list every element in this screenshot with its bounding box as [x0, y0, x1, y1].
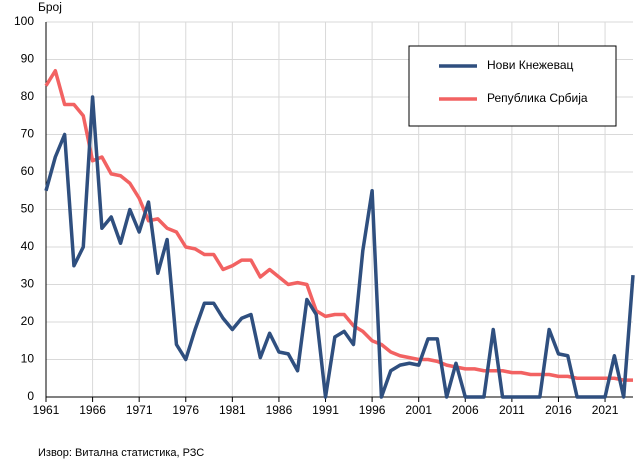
x-tick-label: 1991 — [312, 403, 339, 417]
y-tick-label: 60 — [21, 164, 35, 178]
y-tick-label: 40 — [21, 239, 35, 253]
x-tick-label: 1996 — [359, 403, 386, 417]
y-tick-label: 90 — [21, 52, 35, 66]
source-note: Извор: Витална статистика, РЗС — [38, 447, 204, 459]
x-tick-label: 1971 — [126, 403, 153, 417]
y-tick-label: 100 — [14, 14, 34, 28]
x-tick-label: 1981 — [219, 403, 246, 417]
x-tick-label: 1986 — [266, 403, 293, 417]
x-tick-label: 2016 — [545, 403, 572, 417]
y-tick-label: 0 — [27, 389, 34, 403]
y-tick-label: 20 — [21, 314, 35, 328]
x-tick-label: 2001 — [405, 403, 432, 417]
y-tick-label: 80 — [21, 89, 35, 103]
y-tick-label: 30 — [21, 277, 35, 291]
y-axis-label: Број — [38, 0, 62, 14]
legend-label: Нови Кнежевац — [487, 58, 574, 72]
data-line — [44, 95, 635, 399]
legend-label: Република Србија — [487, 91, 588, 105]
data-line — [44, 69, 633, 382]
x-tick-label: 1961 — [33, 403, 60, 417]
y-tick-label: 70 — [21, 127, 35, 141]
y-tick-label: 10 — [21, 352, 35, 366]
x-tick-label: 1976 — [172, 403, 199, 417]
x-tick-label: 2011 — [499, 403, 525, 417]
x-tick-label: 1966 — [79, 403, 106, 417]
y-tick-label: 50 — [21, 202, 35, 216]
x-tick-label: 2021 — [592, 403, 619, 417]
legend-box — [408, 45, 617, 127]
x-tick-label: 2006 — [452, 403, 479, 417]
